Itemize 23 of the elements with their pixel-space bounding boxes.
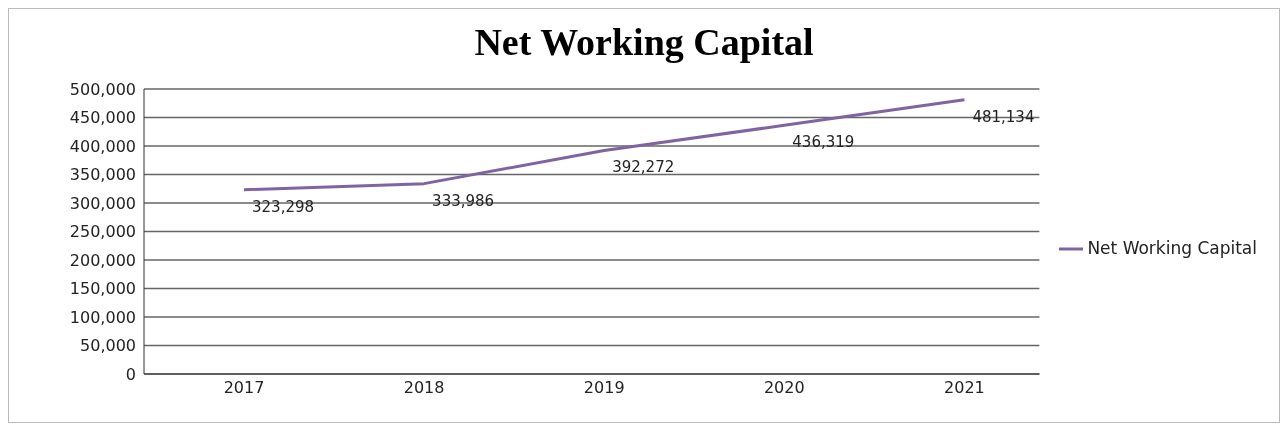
chart-title: Net Working Capital [473, 20, 815, 65]
y-tick-label: 200,000 [69, 250, 136, 270]
x-tick-label: 2018 [403, 378, 445, 398]
x-tick-label: 2021 [944, 378, 985, 398]
line-series [242, 98, 966, 192]
data-label: 333,986 [432, 191, 495, 210]
x-tick-label: 2020 [763, 378, 805, 398]
x-tick-label: 2017 [223, 378, 265, 398]
y-tick-label: 250,000 [69, 222, 136, 242]
y-tick-label: 500,000 [69, 79, 136, 99]
y-tick-label: 450,000 [69, 108, 136, 128]
x-tick-label: 2019 [583, 378, 625, 398]
legend-label: Net Working Capital [1087, 238, 1257, 258]
data-label: 323,298 [252, 197, 315, 216]
y-tick-label: 350,000 [69, 165, 136, 185]
y-tick-label: 150,000 [69, 279, 136, 299]
y-tick-label: 50,000 [80, 336, 136, 356]
y-tick-label: 400,000 [69, 136, 136, 156]
y-tick-label: 0 [125, 364, 136, 384]
y-tick-label: 300,000 [69, 193, 136, 213]
y-tick-label: 100,000 [69, 307, 136, 327]
data-label: 392,272 [612, 158, 675, 177]
data-label: 436,319 [792, 133, 855, 152]
